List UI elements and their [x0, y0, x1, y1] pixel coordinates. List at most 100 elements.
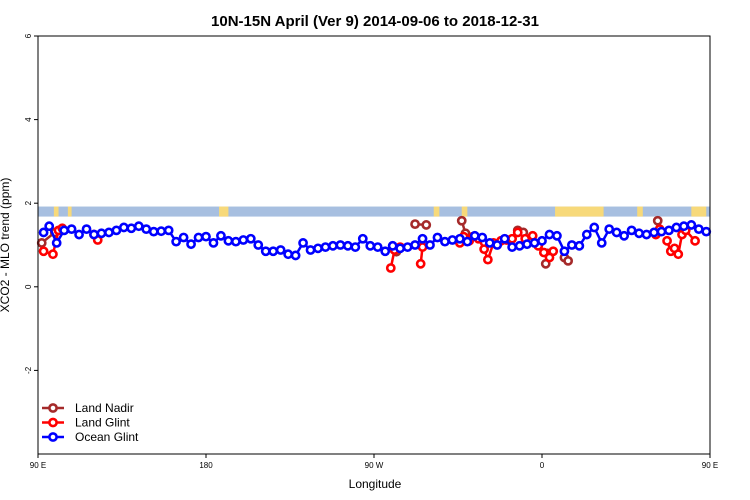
series-ocean-glint — [38, 220, 712, 261]
y-tick-label: 4 — [24, 117, 33, 122]
data-point — [447, 235, 458, 245]
data-point — [456, 215, 467, 226]
data-point — [36, 238, 47, 248]
data-point — [484, 238, 495, 248]
data-point — [589, 222, 600, 233]
y-axis: -2 0 2 4 6 — [24, 33, 38, 374]
data-point — [305, 245, 316, 255]
data-point — [171, 236, 182, 247]
data-point — [581, 229, 592, 240]
data-point — [454, 233, 465, 244]
data-point — [283, 249, 294, 260]
data-point — [387, 240, 398, 251]
y-axis-label: XCO2 - MLO trend (ppm) — [0, 178, 12, 313]
data-point — [201, 231, 211, 242]
data-point — [118, 222, 129, 233]
x-tick-label: 0 — [540, 461, 545, 470]
data-point — [385, 263, 396, 273]
ocean-band — [38, 206, 710, 217]
data-point — [357, 233, 368, 244]
data-point — [320, 242, 331, 252]
data-point — [652, 215, 663, 226]
data-point — [512, 227, 523, 238]
data-point — [223, 235, 234, 246]
legend-label: Land Glint — [75, 416, 130, 430]
data-point — [342, 240, 353, 251]
data-point — [425, 240, 435, 250]
y-tick-label: 0 — [24, 284, 33, 289]
data-point — [678, 221, 689, 232]
data-point — [133, 221, 144, 232]
data-point — [421, 220, 432, 230]
data-point — [649, 227, 659, 238]
data-point — [395, 243, 406, 254]
data-point — [290, 250, 301, 261]
data-point — [148, 226, 159, 237]
data-point — [365, 240, 376, 251]
data-point — [537, 235, 547, 246]
legend-label: Land Nadir — [75, 401, 134, 415]
data-point — [686, 220, 697, 230]
data-point — [662, 235, 672, 246]
x-axis-label: Longitude — [349, 477, 402, 491]
land-patch — [433, 206, 440, 217]
y-tick-label: 2 — [24, 200, 33, 205]
data-point — [96, 228, 107, 239]
data-point — [193, 232, 204, 243]
land-ocean-band — [38, 206, 710, 217]
land-patch — [691, 206, 707, 217]
x-tick-label: 180 — [199, 461, 213, 470]
data-point — [104, 227, 114, 238]
legend-marker — [48, 403, 58, 413]
data-point — [479, 244, 490, 255]
data-point — [350, 242, 361, 252]
data-point — [469, 230, 480, 241]
data-point — [275, 245, 286, 255]
series-layer — [36, 215, 712, 273]
data-point — [656, 226, 667, 237]
data-point — [410, 219, 420, 229]
data-point — [328, 240, 338, 251]
data-point — [89, 229, 99, 240]
data-point — [690, 235, 700, 246]
data-point — [596, 238, 607, 248]
data-point — [462, 236, 473, 247]
data-point — [482, 254, 493, 265]
data-point — [492, 240, 503, 250]
chart-title: 10N-15N April (Ver 9) 2014-09-06 to 2018… — [211, 13, 539, 30]
data-point — [417, 242, 428, 252]
data-point — [178, 232, 189, 243]
data-point — [538, 247, 549, 258]
legend-marker — [48, 417, 58, 428]
data-point — [440, 236, 450, 247]
data-point — [671, 222, 682, 233]
data-point — [141, 224, 152, 235]
land-patch — [53, 206, 59, 217]
y-tick-label: -2 — [24, 366, 33, 374]
data-point — [701, 226, 712, 237]
land-patch — [555, 206, 604, 217]
data-point — [335, 240, 346, 250]
data-point — [544, 229, 555, 240]
data-point — [574, 240, 585, 251]
land-patch — [461, 206, 468, 217]
data-point — [522, 239, 532, 250]
x-tick-label: 90 E — [702, 461, 718, 470]
data-point — [626, 225, 637, 236]
data-point — [66, 224, 77, 235]
data-point — [81, 224, 92, 235]
data-point — [163, 225, 174, 236]
data-point — [548, 246, 559, 257]
x-tick-label: 90 E — [30, 461, 46, 470]
data-point — [111, 225, 122, 236]
y-tick-label: 6 — [24, 33, 33, 38]
data-point — [51, 238, 62, 248]
data-point — [673, 249, 684, 260]
data-point — [44, 221, 55, 232]
data-point — [38, 227, 49, 238]
data-point — [604, 224, 615, 235]
data-point — [619, 230, 630, 241]
